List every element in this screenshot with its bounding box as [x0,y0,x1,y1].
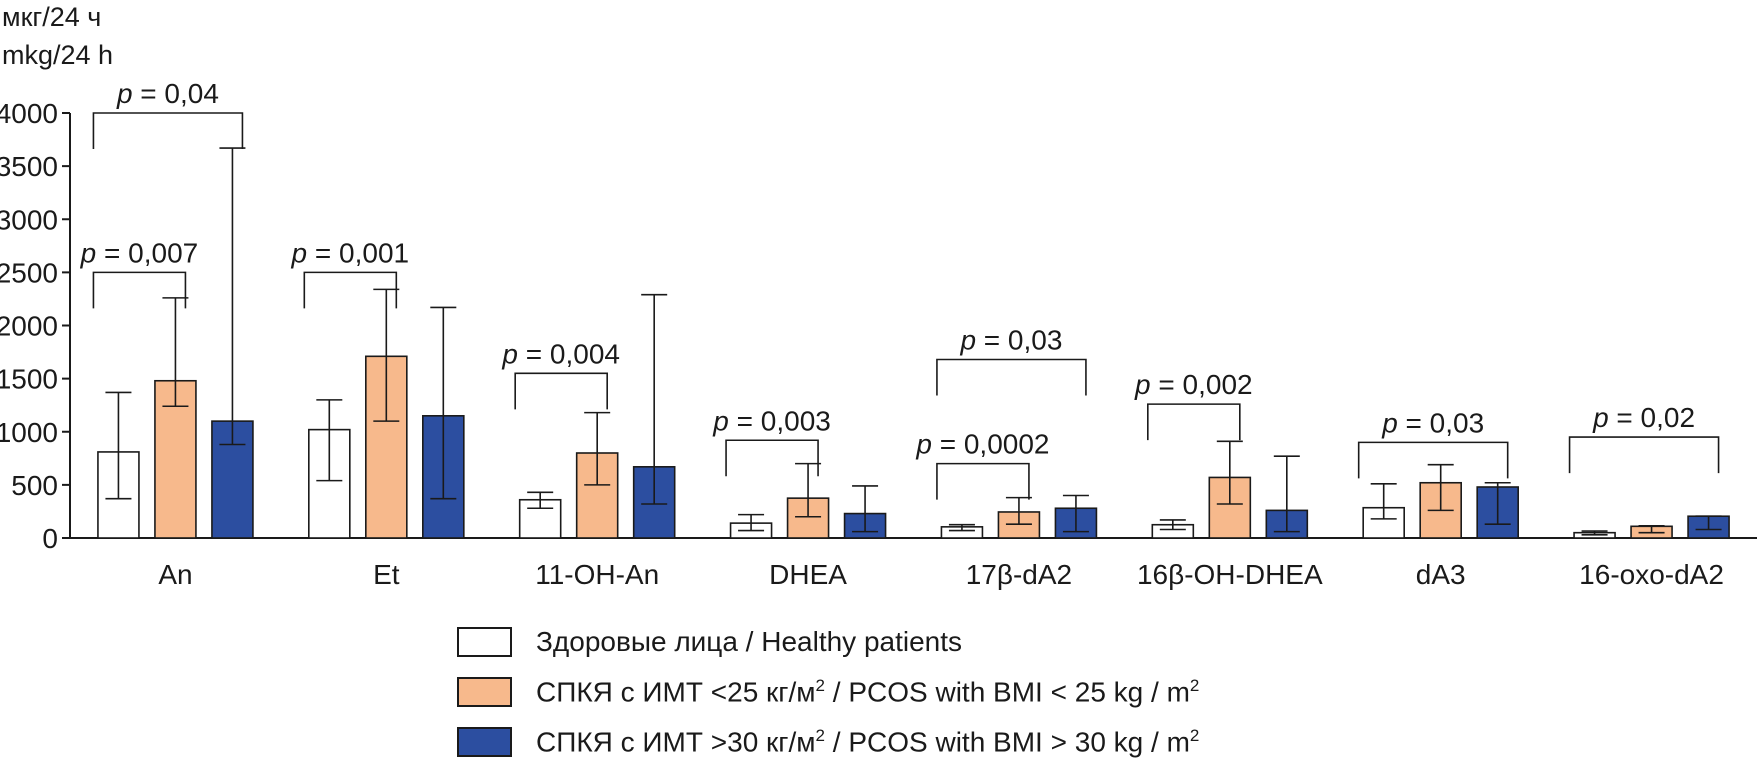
p-value-label: p = 0,001 [291,237,410,268]
significance-bracket [1357,441,1509,479]
significance-bracket [514,372,608,410]
y-tick-label: 2000 [0,311,58,342]
legend-label-pcos-bmi-lt25: СПКЯ с ИМТ <25 кг/м2 / PCOS with BMI < 2… [536,675,1200,708]
legend-item-healthy: Здоровые лица / Healthy patients [457,620,1199,664]
p-value-label: p = 0,0002 [915,429,1049,460]
p-value-label: p = 0,002 [1134,369,1253,400]
y-tick-label: 4000 [0,98,58,129]
y-tick-label: 1500 [0,364,58,395]
legend-swatch-pcos-bmi-gt30 [457,727,512,757]
significance-bracket [92,112,244,149]
significance-bracket [1147,403,1241,441]
legend-item-pcos-bmi-gt30: СПКЯ с ИМТ >30 кг/м2 / PCOS with BMI > 3… [457,720,1199,764]
legend-swatch-pcos-bmi-lt25 [457,677,512,707]
x-tick-label: 17β-dA2 [966,559,1072,590]
x-tick-label: 16-oxo-dA2 [1579,559,1724,590]
x-tick-label: Et [373,559,400,590]
legend-label-pcos-bmi-gt30: СПКЯ с ИМТ >30 кг/м2 / PCOS with BMI > 3… [536,725,1200,758]
p-value-label: p = 0,004 [501,338,620,369]
p-value-label: p = 0,04 [116,78,219,109]
y-axis-unit-ru: мкг/24 ч [2,2,102,32]
significance-bracket [936,462,1030,500]
y-axis-unit-en: mkg/24 h [2,40,114,70]
significance-bracket [303,271,398,309]
y-tick-label: 1000 [0,417,58,448]
legend-item-pcos-bmi-lt25: СПКЯ с ИМТ <25 кг/м2 / PCOS with BMI < 2… [457,670,1199,714]
y-tick-label: 3500 [0,151,58,182]
x-tick-label: 11-OH-An [535,559,659,590]
x-tick-label: 16β-OH-DHEA [1137,559,1323,590]
legend-swatch-healthy [457,627,512,657]
y-tick-label: 500 [11,470,58,501]
p-value-label: p = 0,03 [959,325,1062,356]
p-value-label: p = 0,03 [1381,407,1484,438]
significance-bracket [92,271,187,309]
y-tick-label: 3000 [0,204,58,235]
x-tick-label: DHEA [769,559,847,590]
significance-bracket [725,439,819,477]
legend: Здоровые лица / Healthy patients СПКЯ с … [457,620,1199,770]
p-value-label: p = 0,02 [1592,402,1695,433]
p-value-label: p = 0,003 [712,405,831,436]
significance-bracket [1568,436,1720,474]
x-tick-label: An [158,559,192,590]
bar-chart: 0 500 1000 1500 2000 2500 3000 3500 4000 An Et 11-O… [0,78,1757,590]
significance-bracket [936,358,1087,396]
y-tick-label: 0 [42,523,58,554]
legend-label-healthy: Здоровые лица / Healthy patients [536,626,963,657]
y-tick-label: 2500 [0,257,58,288]
x-tick-label: dA3 [1416,559,1466,590]
p-value-label: p = 0,007 [80,237,199,268]
